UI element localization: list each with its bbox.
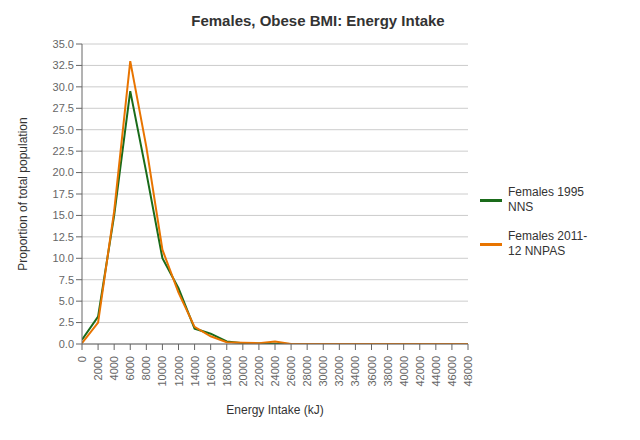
svg-text:10.0: 10.0 — [53, 252, 74, 264]
svg-text:15.0: 15.0 — [53, 209, 74, 221]
svg-text:20.0: 20.0 — [53, 166, 74, 178]
svg-text:27.5: 27.5 — [53, 102, 74, 114]
svg-text:25.0: 25.0 — [53, 124, 74, 136]
html-text:NNS: NNS — [508, 200, 534, 214]
svg-text:10000: 10000 — [156, 356, 168, 387]
svg-text:32000: 32000 — [333, 356, 345, 387]
svg-text:28000: 28000 — [301, 356, 313, 387]
svg-text:14000: 14000 — [189, 356, 201, 387]
svg-text:22000: 22000 — [253, 356, 265, 387]
svg-text:18000: 18000 — [221, 356, 233, 387]
svg-text:Proportion of total population: Proportion of total population — [16, 117, 30, 270]
svg-text:26000: 26000 — [285, 356, 297, 387]
html-text:Females 1995: Females 1995 — [508, 185, 584, 199]
svg-text:0.0: 0.0 — [59, 338, 74, 350]
svg-text:12000: 12000 — [173, 356, 185, 387]
svg-text:6000: 6000 — [124, 356, 136, 380]
svg-text:2000: 2000 — [92, 356, 104, 380]
svg-text:16000: 16000 — [205, 356, 217, 387]
html-text:Females 2011-: Females 2011- — [508, 229, 588, 243]
html-text:12 NNPAS: 12 NNPAS — [508, 244, 566, 258]
svg-text:46000: 46000 — [446, 356, 458, 387]
svg-text:38000: 38000 — [382, 356, 394, 387]
svg-text:7.5: 7.5 — [59, 274, 74, 286]
svg-text:44000: 44000 — [430, 356, 442, 387]
svg-text:17.5: 17.5 — [53, 188, 74, 200]
svg-text:34000: 34000 — [349, 356, 361, 387]
svg-text:32.5: 32.5 — [53, 59, 74, 71]
svg-text:35.0: 35.0 — [53, 38, 74, 50]
svg-text:22.5: 22.5 — [53, 145, 74, 157]
svg-text:42000: 42000 — [414, 356, 426, 387]
svg-text:5.0: 5.0 — [59, 295, 74, 307]
svg-text:30000: 30000 — [317, 356, 329, 387]
svg-text:20000: 20000 — [237, 356, 249, 387]
svg-text:2.5: 2.5 — [59, 316, 74, 328]
svg-text:12.5: 12.5 — [53, 231, 74, 243]
svg-text:24000: 24000 — [269, 356, 281, 387]
svg-text:8000: 8000 — [140, 356, 152, 380]
svg-text:30.0: 30.0 — [53, 81, 74, 93]
svg-text:Energy Intake (kJ): Energy Intake (kJ) — [226, 403, 323, 417]
svg-text:48000: 48000 — [462, 356, 474, 387]
html-text:Females, Obese BMI: Energy Int: Females, Obese BMI: Energy Intake — [191, 12, 445, 29]
svg-text:36000: 36000 — [366, 356, 378, 387]
svg-text:40000: 40000 — [398, 356, 410, 387]
svg-text:0: 0 — [76, 356, 88, 362]
svg-text:4000: 4000 — [108, 356, 120, 380]
